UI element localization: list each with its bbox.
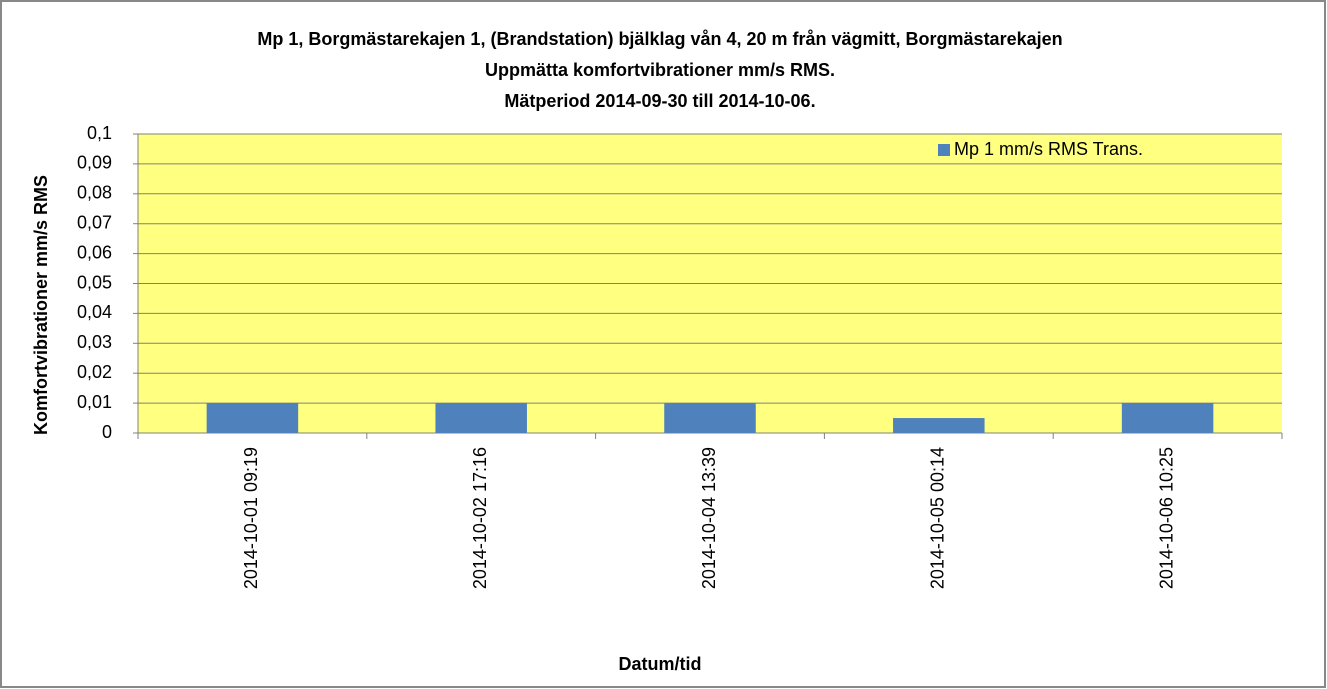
- y-tick-label: 0,06: [77, 242, 112, 262]
- y-tick-label: 0: [102, 422, 112, 442]
- bar: [435, 403, 527, 433]
- y-tick-label: 0,01: [77, 392, 112, 412]
- y-tick-label: 0,02: [77, 362, 112, 382]
- bar: [1121, 403, 1214, 433]
- y-tick-label: 0,04: [77, 302, 112, 322]
- x-tick-label: 2014-10-05 00:14: [928, 447, 948, 589]
- x-tick-label: 2014-10-01 09:19: [241, 447, 261, 589]
- y-tick-label: 0,07: [77, 212, 112, 232]
- legend-swatch: [938, 144, 950, 156]
- y-tick-label: 0,05: [77, 272, 112, 292]
- y-axis-title: Komfortvibrationer mm/s RMS: [31, 175, 51, 435]
- y-tick-label: 0,03: [77, 332, 112, 352]
- x-axis-title: Datum/tid: [619, 654, 702, 674]
- bar: [206, 403, 299, 433]
- chart-title: Mp 1, Borgmästarekajen 1, (Brandstation)…: [257, 29, 1062, 49]
- y-tick-label: 0,09: [77, 153, 112, 173]
- bar: [664, 403, 756, 433]
- x-tick-label: 2014-10-04 13:39: [699, 447, 719, 589]
- bar: [893, 418, 985, 433]
- x-tick-label: 2014-10-06 10:25: [1156, 447, 1176, 589]
- chart-title: Uppmätta komfortvibrationer mm/s RMS.: [485, 60, 835, 80]
- y-tick-label: 0,08: [77, 183, 112, 203]
- legend-label: Mp 1 mm/s RMS Trans.: [954, 139, 1143, 159]
- x-tick-label: 2014-10-02 17:16: [470, 447, 490, 589]
- y-tick-label: 0,1: [87, 123, 112, 143]
- chart-title: Mätperiod 2014-09-30 till 2014-10-06.: [504, 91, 815, 111]
